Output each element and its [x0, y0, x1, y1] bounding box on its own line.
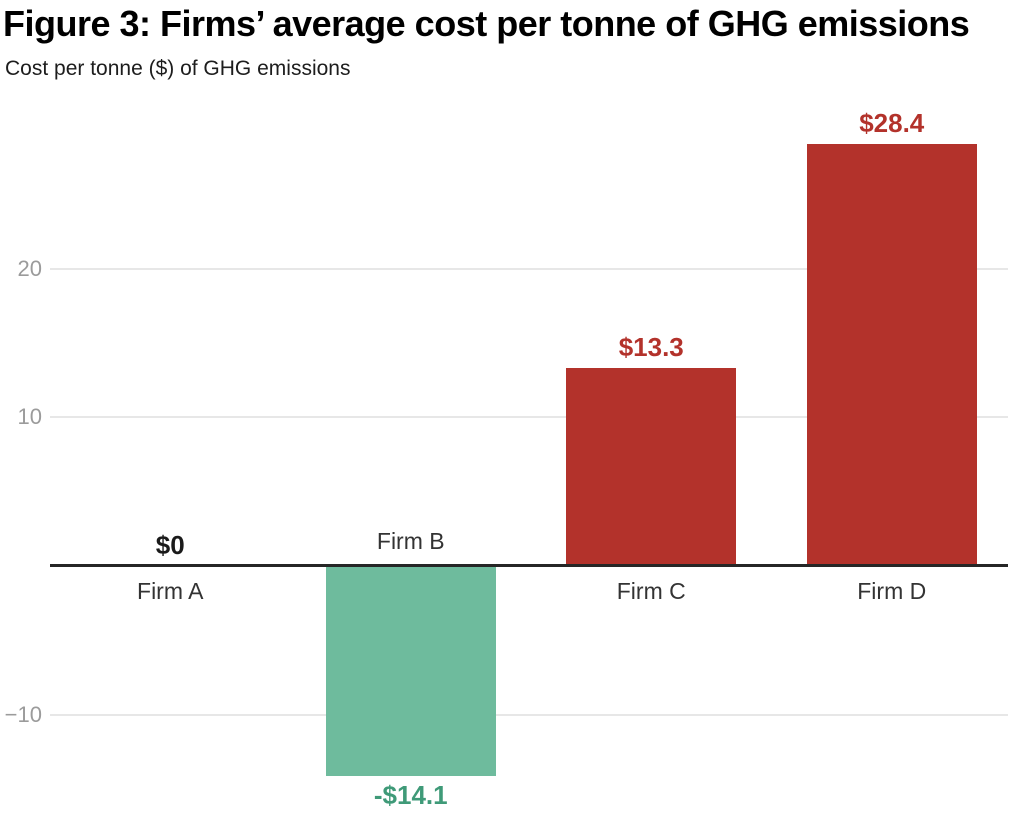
- bar-firm-c: [566, 368, 737, 566]
- y-tick-label: 20: [17, 255, 42, 281]
- y-tick-label: 10: [17, 404, 42, 430]
- value-label-firm-d: $28.4: [859, 107, 925, 138]
- chart-title: Figure 3: Firms’ average cost per tonne …: [3, 3, 970, 44]
- bar-firm-b: [325, 566, 496, 776]
- category-label-firm-a: Firm A: [137, 578, 204, 604]
- chart-ylabel: Cost per tonne ($) of GHG emissions: [5, 57, 351, 80]
- category-label-firm-d: Firm D: [857, 578, 927, 604]
- gridline: [50, 416, 1008, 419]
- gridline: [50, 713, 1008, 716]
- y-tick-label: −10: [4, 701, 42, 727]
- value-label-firm-b: -$14.1: [373, 779, 448, 810]
- bar-firm-d: [806, 143, 977, 566]
- value-label-firm-c: $13.3: [618, 332, 684, 363]
- category-label-firm-c: Firm C: [616, 578, 686, 604]
- category-label-firm-b: Firm B: [376, 528, 445, 554]
- gridline: [50, 267, 1008, 270]
- value-label-firm-a: $0: [155, 530, 185, 560]
- zero-axis-line: [50, 564, 1008, 567]
